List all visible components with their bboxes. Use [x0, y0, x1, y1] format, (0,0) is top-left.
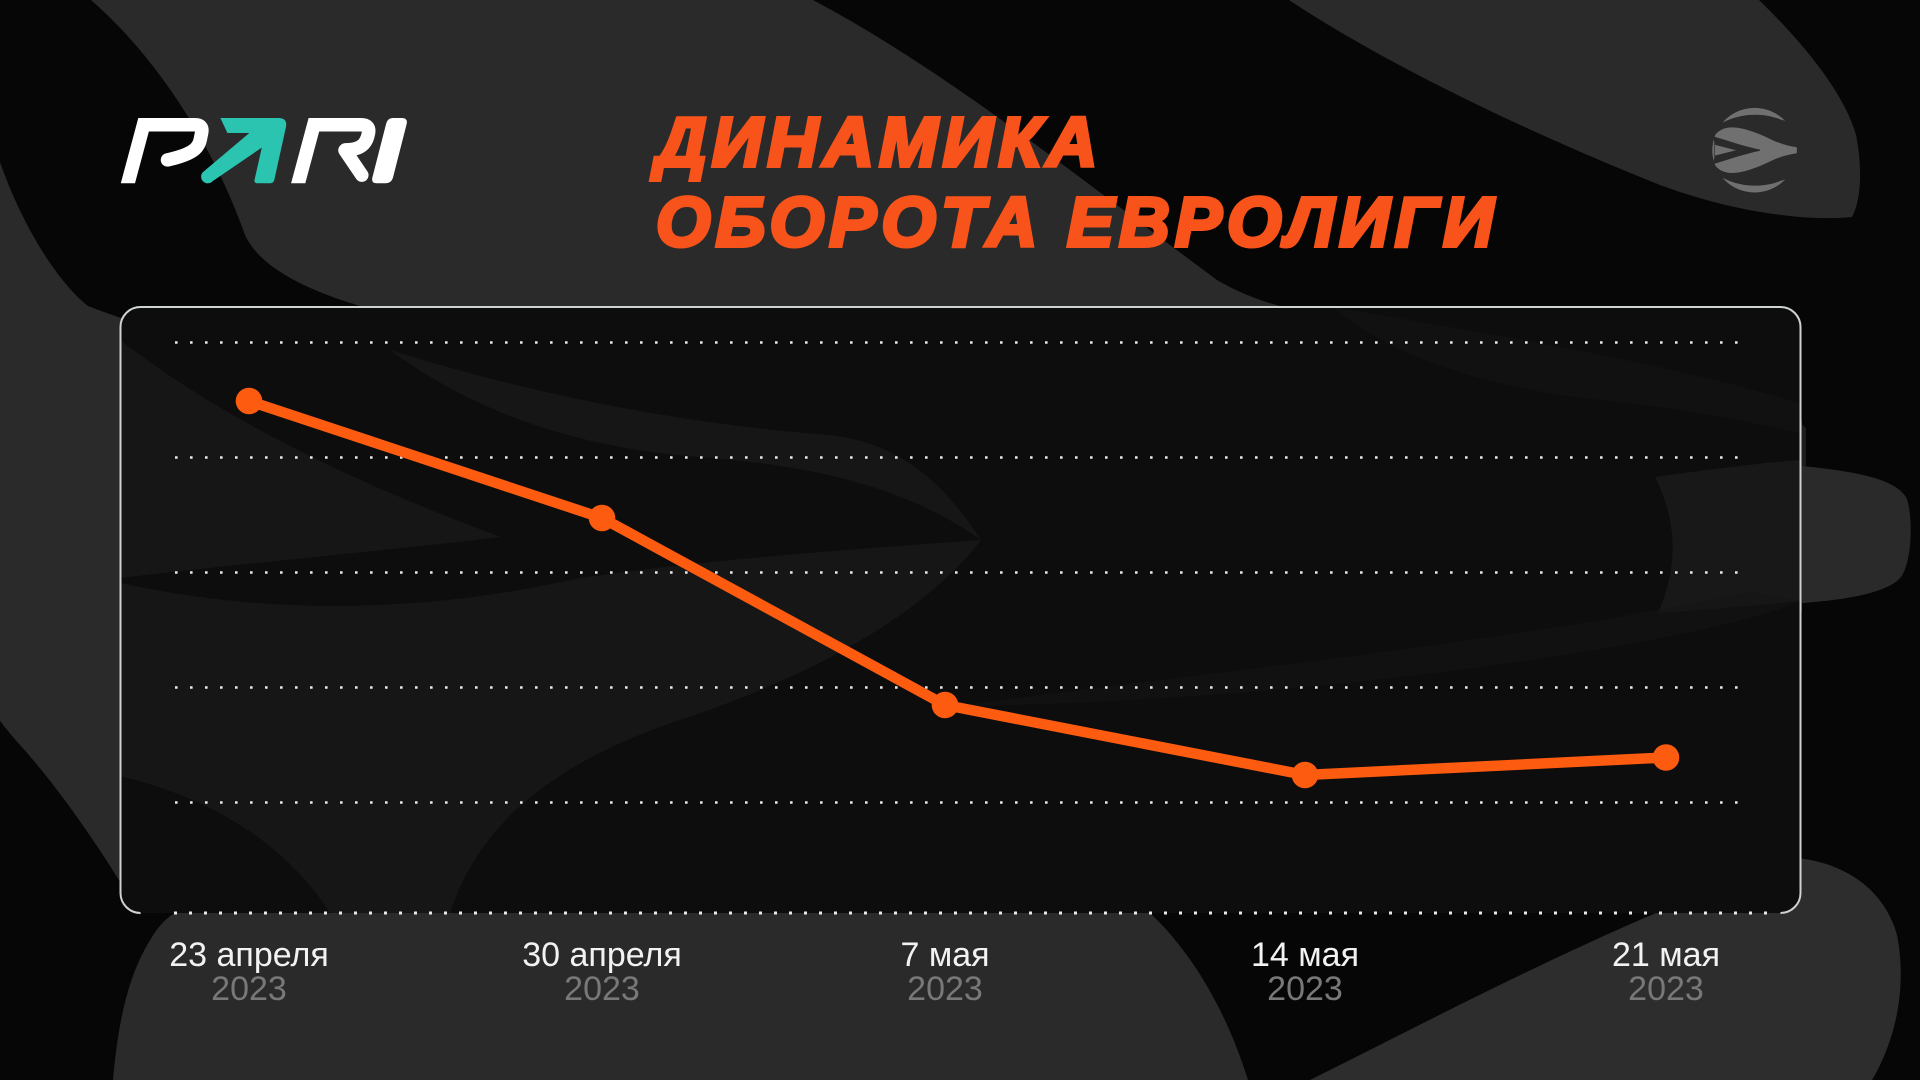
svg-text:2023: 2023: [1628, 970, 1704, 1008]
svg-text:14 мая: 14 мая: [1251, 936, 1359, 974]
svg-text:23 апреля: 23 апреля: [169, 936, 329, 974]
svg-text:2023: 2023: [1267, 970, 1343, 1008]
svg-text:30 апреля: 30 апреля: [522, 936, 682, 974]
svg-text:2023: 2023: [564, 970, 640, 1008]
svg-text:ОБОРОТА ЕВРОЛИГИ: ОБОРОТА ЕВРОЛИГИ: [656, 183, 1499, 261]
svg-text:7 мая: 7 мая: [900, 936, 989, 974]
svg-text:21 мая: 21 мая: [1612, 936, 1720, 974]
svg-text:ДИНАМИКА: ДИНАМИКА: [651, 103, 1103, 181]
svg-text:2023: 2023: [211, 970, 287, 1008]
svg-text:2023: 2023: [907, 970, 983, 1008]
